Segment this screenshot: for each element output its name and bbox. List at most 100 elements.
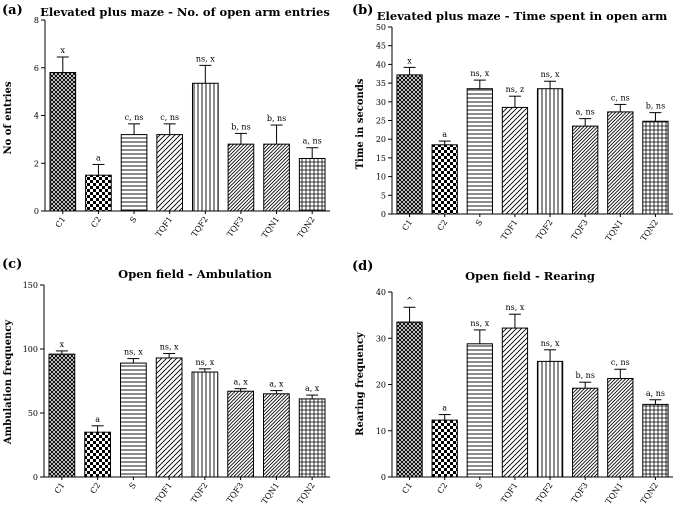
significance-label: a, x: [233, 378, 248, 387]
y-tick-label: 20: [376, 381, 386, 390]
y-tick-label: 45: [376, 42, 386, 51]
significance-label: ns, x: [195, 358, 214, 367]
bar: [263, 393, 290, 478]
significance-label: ns, x: [506, 303, 525, 312]
x-tick-label: TQF3: [225, 481, 245, 505]
y-tick-label: 0: [34, 207, 39, 216]
y-tick-label: 0: [381, 210, 386, 219]
significance-label: a: [96, 153, 101, 162]
x-tick-label: C2: [436, 218, 450, 232]
bar: [396, 74, 423, 215]
bar: [536, 88, 564, 215]
y-axis-label: Time in seconds: [355, 78, 366, 169]
significance-label: ns, x: [470, 69, 489, 78]
y-tick-label: 35: [376, 79, 386, 88]
y-tick-label: 30: [376, 98, 386, 107]
bar: [642, 120, 669, 215]
bar: [298, 398, 326, 478]
panel-d: (d) Open field - Rearing Rearing frequen…: [352, 259, 673, 506]
y-tick-label: 50: [376, 23, 386, 32]
bar: [466, 88, 493, 215]
significance-label: b, ns: [231, 122, 250, 131]
bar: [572, 125, 599, 215]
significance-label: ns, x: [124, 348, 143, 357]
bar: [156, 134, 184, 212]
y-axis-label: Rearing frequency: [355, 331, 366, 436]
panel-label: (a): [2, 3, 23, 18]
x-tick-label: S: [128, 215, 139, 225]
significance-label: b, ns: [267, 114, 286, 123]
x-tick-label: C1: [400, 218, 414, 232]
significance-label: a: [442, 404, 447, 413]
bar: [536, 360, 564, 478]
x-tick-label: TQN2: [296, 215, 317, 240]
y-tick-label: 8: [34, 16, 39, 25]
x-tick-label: TQF2: [189, 481, 209, 505]
bar: [227, 390, 254, 478]
x-tick-label: TQF1: [153, 481, 173, 505]
bar: [49, 72, 77, 212]
y-tick-label: 20: [376, 135, 386, 144]
x-tick-label: S: [474, 481, 485, 491]
panel-label: (d): [352, 259, 373, 274]
bar: [48, 353, 76, 478]
significance-label: ns, x: [541, 339, 560, 348]
bar: [263, 143, 290, 212]
significance-label: a, ns: [576, 108, 595, 117]
significance-label: b, ns: [646, 102, 665, 111]
x-tick-label: TQF2: [190, 215, 210, 239]
x-tick-label: S: [127, 481, 138, 491]
bar: [607, 111, 634, 215]
panel-b: (b) Elevated plus maze - Time spent in o…: [352, 3, 673, 243]
x-tick-label: TQF2: [534, 218, 554, 242]
significance-label: ns, x: [196, 54, 215, 63]
y-tick-label: 25: [376, 117, 386, 126]
bar: [572, 387, 599, 478]
significance-label: a, x: [269, 380, 284, 389]
bar: [466, 343, 493, 478]
y-tick-label: 30: [376, 334, 386, 343]
y-tick-label: 10: [376, 427, 386, 436]
x-tick-label: C1: [400, 481, 414, 495]
bar: [120, 134, 148, 212]
significance-label: ns, x: [541, 70, 560, 79]
chart-title: Elevated plus maze - No. of open arm ent…: [40, 5, 330, 19]
significance-label: a, ns: [303, 137, 322, 146]
x-tick-label: TQN1: [604, 481, 625, 506]
chart-title: Open field - Ambulation: [118, 267, 272, 281]
bar: [155, 357, 183, 478]
y-tick-label: 2: [34, 159, 39, 168]
x-tick-label: TQN2: [639, 218, 660, 243]
significance-label: a: [95, 415, 100, 424]
x-tick-label: TQF1: [499, 481, 519, 505]
significance-label: a, x: [305, 384, 320, 393]
x-tick-label: C1: [54, 215, 68, 229]
y-tick-label: 40: [376, 60, 386, 69]
y-tick-label: 0: [381, 473, 386, 482]
significance-label: a: [442, 130, 447, 139]
x-tick-label: TQF3: [225, 215, 245, 239]
bar: [85, 174, 112, 212]
bar: [501, 106, 529, 215]
x-tick-label: S: [474, 218, 485, 228]
x-tick-label: C2: [436, 481, 450, 495]
bar: [501, 327, 529, 478]
panel-a: (a) Elevated plus maze - No. of open arm…: [2, 3, 330, 240]
x-tick-label: TQF1: [154, 215, 174, 239]
x-tick-label: C1: [53, 481, 67, 495]
x-tick-label: TQN1: [604, 218, 625, 243]
bar: [431, 144, 458, 215]
y-tick-label: 15: [376, 154, 386, 163]
y-tick-label: 4: [34, 112, 39, 121]
bar: [396, 321, 423, 478]
x-tick-label: C2: [89, 215, 103, 229]
x-tick-label: TQN1: [260, 481, 281, 506]
y-axis-label: Ambulation frequency: [3, 319, 14, 446]
x-tick-label: TQF2: [534, 481, 554, 505]
x-tick-label: TQF3: [570, 218, 590, 242]
significance-label: b, ns: [575, 371, 594, 380]
chart-title: Elevated plus maze - Time spent in open …: [377, 9, 667, 23]
significance-label: ns, z: [506, 85, 525, 94]
chart-title: Open field - Rearing: [465, 269, 595, 283]
y-tick-label: 40: [376, 288, 386, 297]
